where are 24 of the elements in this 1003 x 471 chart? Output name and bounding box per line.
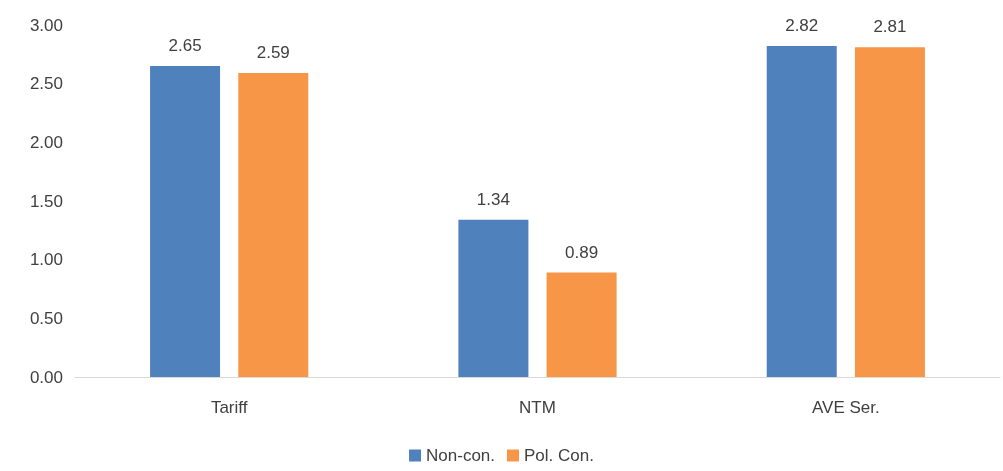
data-label: 2.59 <box>256 43 290 63</box>
y-tick-label: 1.50 <box>29 191 63 211</box>
bar <box>854 47 925 377</box>
x-tick-label: AVE Ser. <box>811 398 880 417</box>
bar <box>546 272 617 377</box>
data-label: 1.34 <box>476 189 510 209</box>
legend-label: Pol. Con. <box>524 446 594 465</box>
data-label: 2.82 <box>785 16 819 36</box>
data-label: 2.81 <box>873 17 907 37</box>
legend-label: Non-con. <box>426 446 496 465</box>
bar <box>458 219 529 377</box>
data-label: 2.65 <box>168 36 202 56</box>
data-label: 0.89 <box>565 242 599 262</box>
y-tick-label: 3.00 <box>29 15 63 35</box>
x-tick-label: Tariff <box>210 398 248 417</box>
y-tick-label: 0.00 <box>29 367 63 387</box>
bar <box>766 46 837 377</box>
bar <box>238 73 309 377</box>
bar <box>150 66 221 377</box>
y-tick-label: 0.50 <box>29 308 63 328</box>
y-tick-label: 1.00 <box>29 250 63 270</box>
y-tick-label: 2.00 <box>29 132 63 152</box>
y-tick-label: 2.50 <box>29 74 63 94</box>
x-tick-label: NTM <box>519 398 556 417</box>
